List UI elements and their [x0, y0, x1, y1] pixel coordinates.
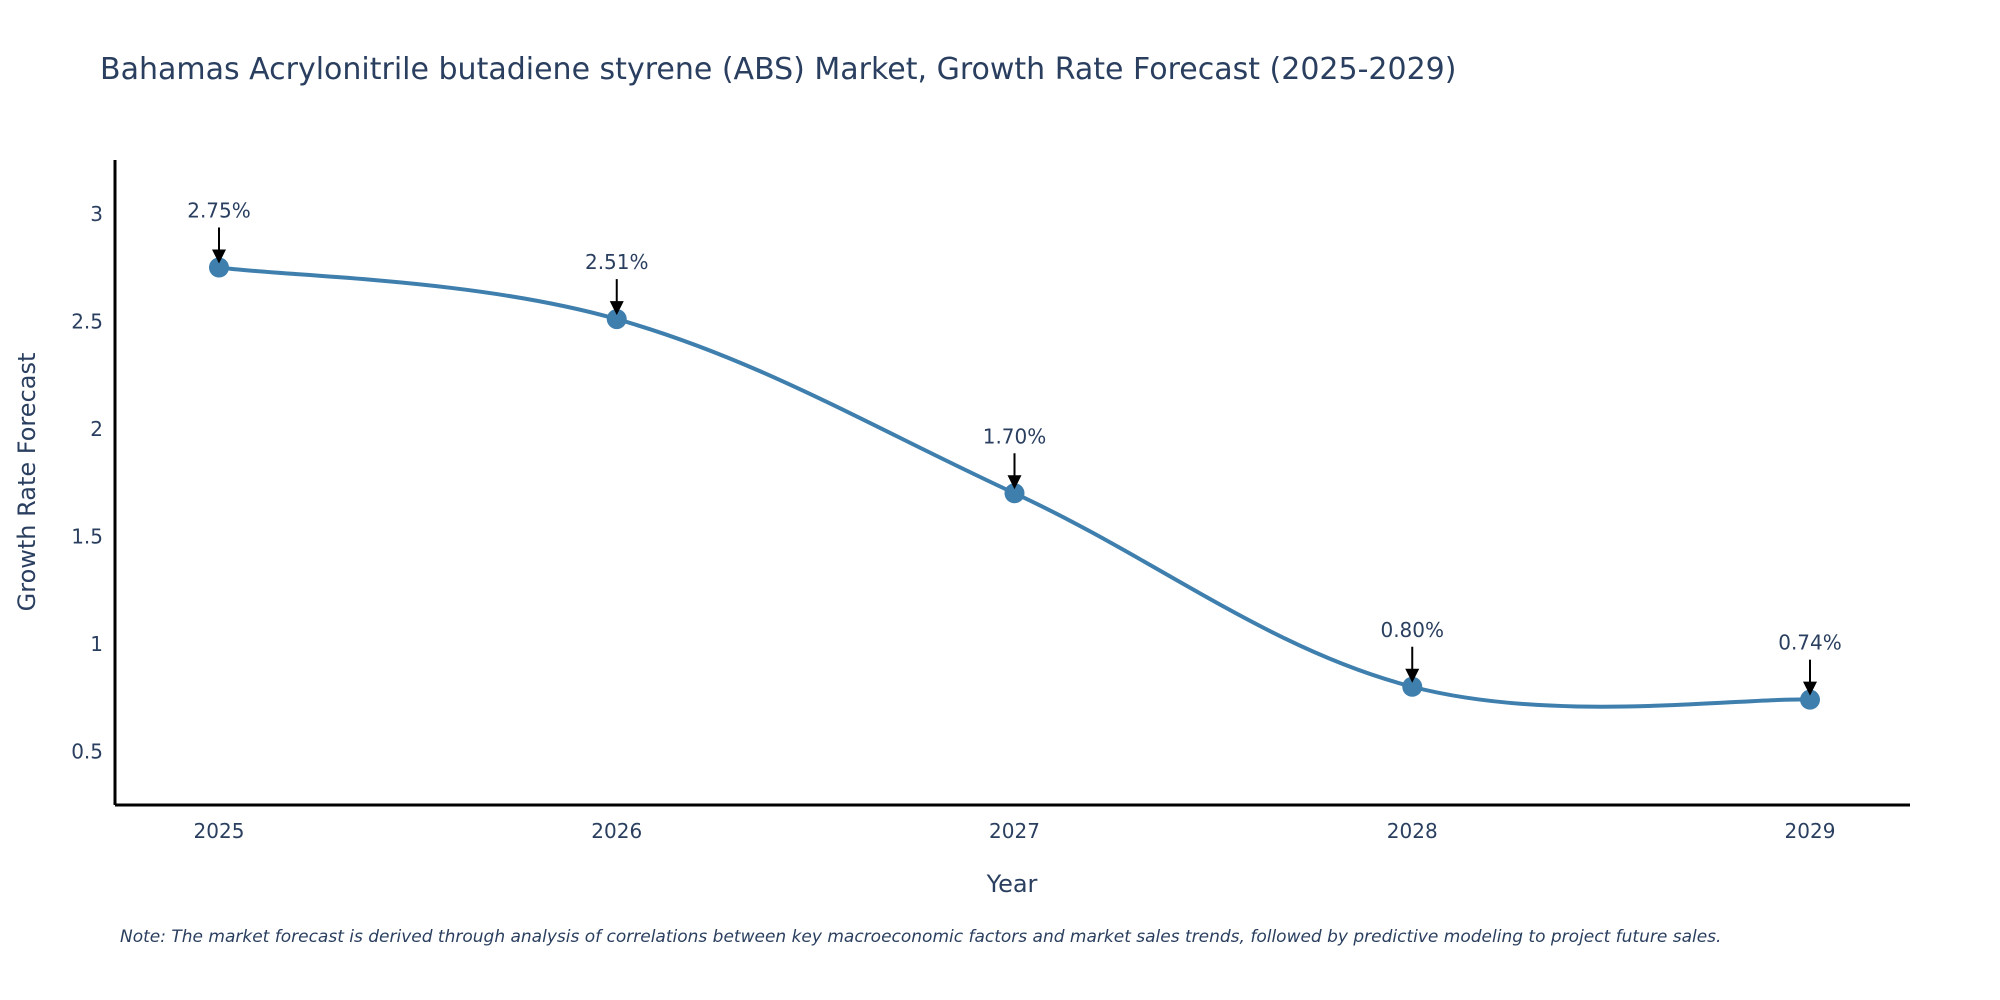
x-axis-ticks: 2025 2026 2027 2028 2029	[194, 819, 1836, 843]
annotation-arrow-head	[609, 301, 624, 316]
data-point	[1402, 676, 1423, 697]
data-markers	[209, 257, 1820, 710]
data-point	[606, 309, 627, 330]
x-tick-label: 2029	[1785, 819, 1836, 843]
y-tick-label: 0.5	[71, 739, 103, 763]
chart-note: Note: The market forecast is derived thr…	[120, 927, 1721, 947]
y-tick-label: 2	[90, 417, 103, 441]
x-tick-label: 2026	[591, 819, 642, 843]
data-point	[1004, 483, 1025, 504]
data-label: 1.70%	[983, 424, 1047, 448]
annotation-arrow-head	[1007, 475, 1022, 490]
data-label: 2.51%	[585, 250, 649, 274]
y-tick-label: 1.5	[71, 524, 103, 548]
data-label: 0.74%	[1778, 631, 1842, 655]
y-axis-ticks: 0.5 1 1.5 2 2.5 3	[71, 202, 103, 764]
y-tick-label: 3	[90, 202, 103, 226]
y-axis-title: Growth Rate Forecast	[13, 353, 41, 612]
data-annotations: 2.75% 2.51% 1.70% 0.80% 0.74%	[187, 199, 1842, 696]
x-axis-title: Year	[986, 870, 1038, 898]
data-label: 0.80%	[1380, 618, 1444, 642]
x-tick-label: 2025	[194, 819, 245, 843]
y-tick-label: 1	[90, 632, 103, 656]
x-tick-label: 2028	[1387, 819, 1438, 843]
x-tick-label: 2027	[989, 819, 1040, 843]
data-label: 2.75%	[187, 199, 251, 223]
data-point	[1800, 689, 1820, 710]
chart-title: Bahamas Acrylonitrile butadiene styrene …	[100, 52, 1456, 87]
annotation-arrow-head	[212, 249, 226, 264]
data-point	[209, 257, 229, 278]
annotation-arrow-head	[1803, 681, 1817, 696]
y-tick-label: 2.5	[71, 309, 103, 333]
annotation-arrow-head	[1405, 668, 1420, 683]
